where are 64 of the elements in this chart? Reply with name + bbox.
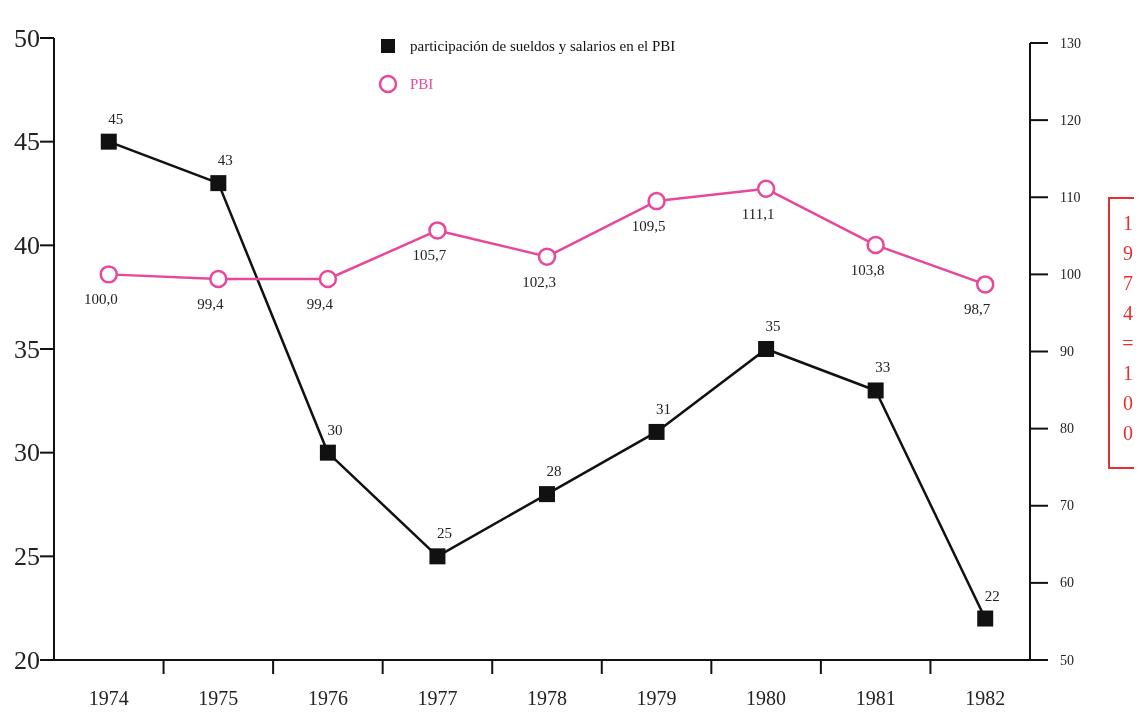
data-label: 99,4 [306, 296, 334, 312]
legend-label: participación de sueldos y salarios en el PBI [410, 38, 676, 54]
y2-tick-label: 110 [1060, 189, 1081, 205]
point [647, 191, 666, 211]
y-tick-label: 40 [14, 230, 40, 260]
legend-label: PBI [410, 76, 434, 92]
y2-tick-label: 120 [1060, 112, 1081, 128]
y2-tick-label: 60 [1060, 575, 1074, 591]
point [100, 133, 117, 150]
y2-tick-label: 80 [1060, 421, 1074, 437]
data-label: 43 [217, 152, 233, 169]
x-tick-label: 1974 [88, 687, 129, 709]
point [866, 235, 885, 255]
y2-tick-label: 100 [1060, 266, 1081, 282]
point [210, 175, 227, 192]
point [209, 269, 228, 289]
y-tick-label: 20 [14, 645, 40, 675]
y2-tick-label: 70 [1060, 498, 1074, 514]
y2-tick-label: 50 [1060, 652, 1074, 668]
data-label: 31 [656, 400, 672, 417]
data-label: 99,4 [197, 296, 224, 312]
point [429, 548, 446, 565]
point [537, 247, 557, 266]
x-tick-label: 1977 [417, 687, 458, 709]
data-label: 30 [327, 421, 343, 438]
data-label: 33 [875, 359, 891, 376]
x-tick-label: 1981 [855, 687, 896, 709]
point [539, 486, 555, 503]
point [99, 265, 119, 284]
y-tick-label: 50 [14, 23, 40, 53]
x-tick-label: 1982 [965, 687, 1006, 709]
point [867, 382, 884, 399]
data-label: 105,7 [412, 247, 447, 264]
data-label: 22 [984, 587, 1000, 604]
y-tick-label: 25 [14, 541, 40, 571]
data-label: 45 [108, 110, 124, 127]
y-tick-label: 45 [14, 127, 40, 157]
x-tick-label: 1979 [636, 687, 677, 709]
y2-axis-title: 1974=100 [1122, 212, 1134, 444]
x-tick-label: 1976 [307, 687, 348, 709]
point [428, 221, 447, 240]
point [318, 269, 338, 289]
point [977, 610, 994, 627]
data-label: 103,8 [850, 262, 885, 279]
y-tick-label: 30 [14, 438, 40, 468]
y2-tick-label: 90 [1060, 344, 1074, 359]
data-label: 98,7 [964, 301, 991, 318]
point [758, 341, 775, 357]
data-label: 109,5 [631, 218, 666, 235]
y-tick-label: 35 [14, 334, 40, 364]
data-label: 100,0 [83, 291, 118, 308]
x-tick-label: 1980 [746, 687, 787, 709]
x-tick-label: 1978 [527, 687, 567, 709]
y2-tick-label: 130 [1060, 35, 1081, 51]
data-label: 35 [765, 318, 781, 334]
x-tick-label: 1975 [198, 687, 239, 709]
point [648, 423, 665, 440]
point [756, 179, 776, 198]
data-label: 28 [546, 463, 562, 480]
data-label: 25 [436, 525, 452, 542]
point [319, 444, 336, 461]
point [975, 275, 995, 294]
data-label: 102,3 [522, 273, 556, 290]
data-label: 111,1 [741, 205, 775, 222]
